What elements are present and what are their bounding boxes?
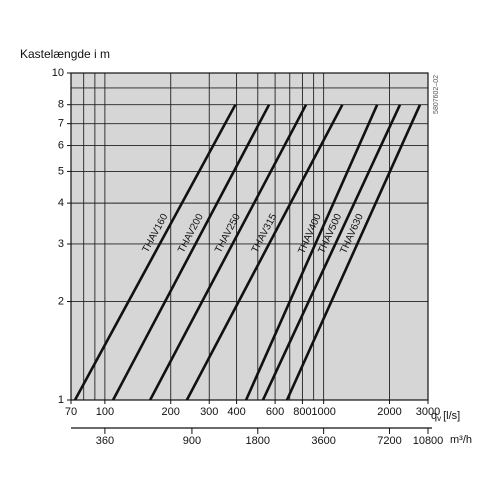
- x-tick-label: 2000: [377, 406, 401, 418]
- curve: [73, 104, 237, 401]
- curve: [111, 104, 271, 401]
- y-tick-label: 7: [58, 118, 64, 130]
- curve: [261, 104, 402, 401]
- x2-tick-label: 360: [96, 435, 114, 447]
- x-tick-label: 800: [293, 406, 311, 418]
- x2-tick-label: 10800: [413, 435, 444, 447]
- x2-tick-label: 900: [183, 435, 201, 447]
- x-label-unit: [l/s]: [443, 410, 460, 422]
- y-tick-label: 1: [58, 394, 64, 406]
- x2-axis-label: m³/h: [450, 434, 472, 446]
- x2-tick-label: 1800: [246, 435, 270, 447]
- side-note: 5807602–02: [433, 75, 440, 114]
- y-tick-label: 8: [58, 99, 64, 111]
- x-tick-label: 200: [162, 406, 180, 418]
- plot-background: [71, 73, 428, 400]
- x-label-main: q: [431, 410, 437, 422]
- curve: [148, 104, 308, 401]
- y-tick-label: 5: [58, 165, 64, 177]
- x-tick-label: 1000: [311, 406, 335, 418]
- curve: [244, 104, 379, 401]
- y-tick-label: 2: [58, 295, 64, 307]
- y-tick-label: 4: [58, 197, 64, 209]
- x-tick-label: 600: [266, 406, 284, 418]
- curve: [185, 104, 344, 401]
- x-axis-label: qv [l/s]: [431, 410, 460, 423]
- curve: [285, 104, 422, 401]
- plot-frame: [70, 72, 429, 401]
- x-tick-label: 300: [200, 406, 218, 418]
- x-tick-label: 3000: [416, 406, 440, 418]
- y-tick-label: 3: [58, 238, 64, 250]
- x2-tick-label: 3600: [311, 435, 335, 447]
- y-axis-label: Kastelængde i m: [20, 47, 110, 61]
- x-tick-label: 100: [96, 406, 114, 418]
- x-tick-label: 70: [65, 406, 77, 418]
- x-label-sub: v: [437, 414, 441, 423]
- x-tick-label: 400: [227, 406, 245, 418]
- y-tick-label: 10: [52, 67, 64, 79]
- y-tick-label: 6: [58, 139, 64, 151]
- x2-tick-label: 7200: [377, 435, 401, 447]
